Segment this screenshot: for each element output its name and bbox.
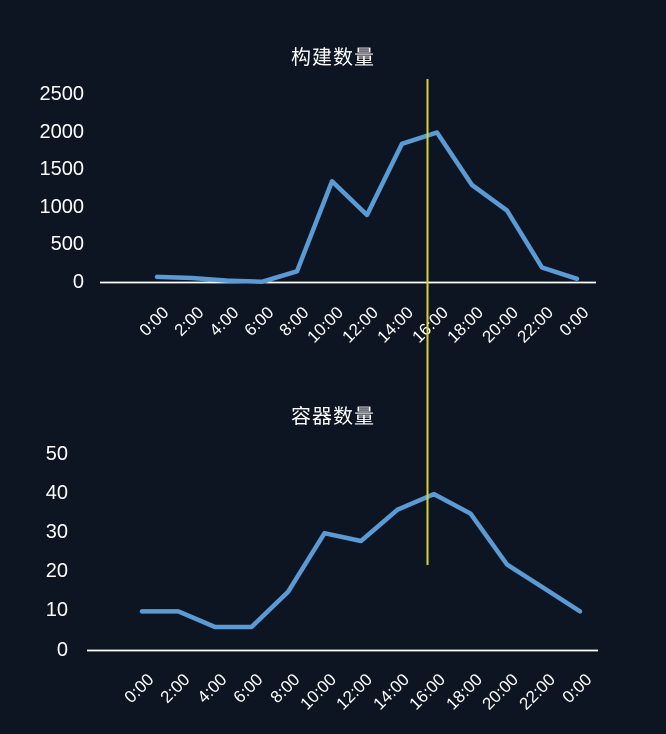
y-axis-tick-label: 20 [45,560,68,583]
container-count-series-line [139,491,583,630]
y-axis-tick-label: 0 [56,638,68,661]
y-axis-tick-label: 30 [45,521,68,544]
build-count-chart-title: 构建数量 [291,47,375,69]
y-axis-tick-label: 1500 [39,158,85,181]
y-axis-tick-label: 40 [45,482,68,505]
y-axis-tick-label: 10 [45,599,68,622]
container-count-chart-title: 容器数量 [291,406,375,428]
y-axis-tick-label: 2500 [39,83,85,106]
y-axis-tick-label: 0 [72,270,84,293]
y-axis-tick-label: 50 [45,443,68,466]
y-axis-tick-label: 2000 [39,120,85,143]
y-axis-tick-label: 1000 [39,195,85,218]
build-count-series-line [154,130,580,285]
y-axis-tick-label: 500 [50,233,84,256]
